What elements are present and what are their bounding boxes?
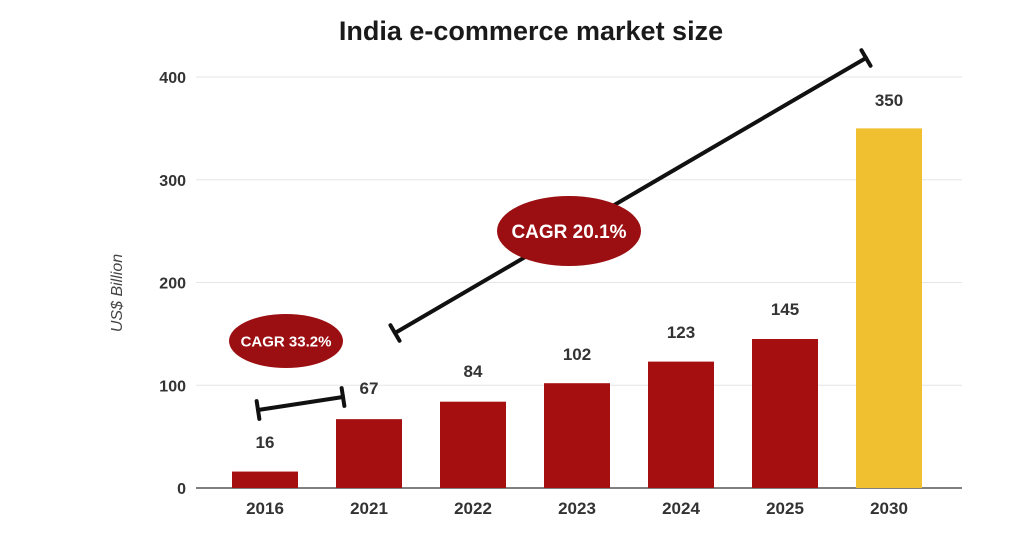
cagr-arrow-2021-2030	[388, 48, 873, 343]
bar-2022	[440, 401, 506, 488]
data-label: 84	[464, 362, 483, 381]
cagr-badge-text: CAGR 33.2%	[241, 333, 332, 350]
x-tick-label: 2021	[350, 499, 388, 518]
cagr-badge-text: CAGR 20.1%	[511, 222, 626, 243]
y-tick-label: 0	[177, 481, 186, 498]
bar-2025	[752, 339, 818, 488]
data-label: 350	[875, 91, 903, 110]
x-tick-label: 2022	[454, 499, 492, 518]
x-tick-label: 2023	[558, 499, 596, 518]
x-tick-label: 2030	[870, 499, 908, 518]
y-tick-label: 300	[159, 173, 186, 190]
bar-2023	[544, 383, 610, 488]
data-label: 67	[360, 379, 379, 398]
data-label-layer: 16 67 84 102 123 145 350	[256, 91, 904, 452]
y-axis-ticks: 0 100 200 300 400	[159, 70, 186, 498]
y-tick-label: 100	[159, 378, 186, 395]
cagr-badge-20: CAGR 20.1%	[497, 196, 641, 266]
cagr-badge-bg	[229, 314, 343, 368]
annotation-layer: CAGR 33.2% CAGR 20.1%	[229, 48, 873, 421]
chart-title: India e-commerce market size	[339, 16, 723, 46]
cagr-badge-bg	[497, 196, 641, 266]
cagr-badge-33: CAGR 33.2%	[229, 314, 343, 368]
x-tick-label: 2024	[662, 499, 700, 518]
x-tick-label: 2025	[766, 499, 804, 518]
bar-2016	[232, 471, 298, 488]
bar-2024	[648, 361, 714, 488]
x-axis-ticks: 2016 2021 2022 2023 2024 2025 2030	[246, 499, 908, 518]
bar-2021	[336, 419, 402, 488]
bar-layer	[232, 128, 922, 488]
y-tick-label: 400	[159, 70, 186, 87]
bar-2030	[856, 128, 922, 488]
data-label: 123	[667, 323, 695, 342]
y-tick-label: 200	[159, 276, 186, 293]
x-tick-label: 2016	[246, 499, 284, 518]
data-label: 16	[256, 433, 275, 452]
y-axis-label: US$ Billion	[109, 254, 126, 332]
cagr-arrow-2016-2021	[254, 386, 347, 421]
data-label: 102	[563, 345, 591, 364]
data-label: 145	[771, 300, 799, 319]
